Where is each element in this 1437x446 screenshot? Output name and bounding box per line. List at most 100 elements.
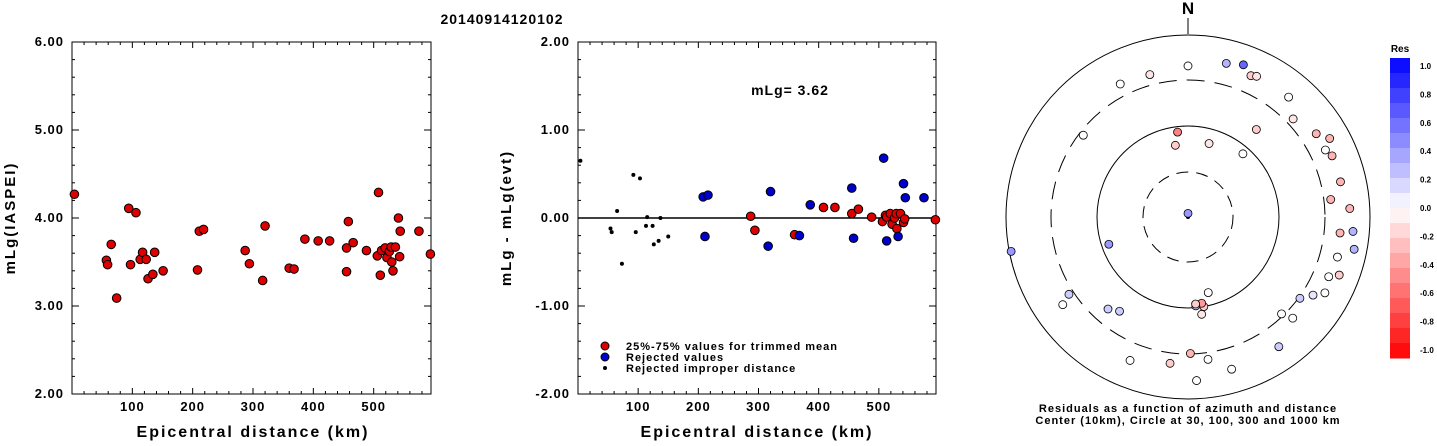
data-point bbox=[289, 264, 299, 274]
data-point bbox=[361, 245, 372, 256]
residual-point bbox=[1325, 134, 1335, 143]
data-point bbox=[141, 254, 152, 265]
data-point bbox=[111, 293, 122, 303]
colorbar-title: Res bbox=[1391, 44, 1410, 55]
colorbar-cell bbox=[1390, 133, 1410, 149]
y-tick-label: 1.00 bbox=[541, 122, 570, 137]
colorbar-cell bbox=[1390, 253, 1410, 269]
improper-point bbox=[666, 234, 671, 239]
residual-point bbox=[1183, 61, 1193, 71]
accepted-point bbox=[930, 214, 941, 225]
colorbar-cell bbox=[1390, 343, 1410, 359]
x-tick-label: 500 bbox=[866, 399, 891, 414]
residual-point bbox=[1058, 300, 1068, 310]
rejected-point bbox=[794, 230, 805, 241]
residual-point bbox=[1115, 306, 1124, 316]
residual-point bbox=[1078, 130, 1088, 140]
improper-point bbox=[619, 261, 624, 266]
accepted-point bbox=[846, 208, 857, 219]
improper-point bbox=[631, 172, 636, 177]
residual-point bbox=[1006, 246, 1016, 256]
data-point bbox=[125, 259, 136, 270]
colorbar-cell bbox=[1390, 163, 1410, 179]
residual-point bbox=[1284, 92, 1294, 102]
data-point bbox=[375, 270, 386, 281]
residual-point bbox=[1115, 79, 1125, 89]
y-tick-label: -2.00 bbox=[535, 386, 570, 401]
residual-point bbox=[1145, 70, 1155, 80]
rejected-point bbox=[898, 178, 909, 189]
improper-point bbox=[608, 226, 613, 231]
left-ylabel: mLg(IASPEI) bbox=[2, 162, 19, 275]
y-tick-label: 0.00 bbox=[541, 210, 570, 225]
data-point bbox=[388, 266, 398, 276]
residual-point bbox=[1238, 149, 1248, 159]
rejected-point bbox=[846, 183, 857, 193]
colorbar-tick-label: 0.8 bbox=[1420, 90, 1432, 99]
colorbar-tick-label: -0.8 bbox=[1420, 318, 1434, 327]
residual-point bbox=[1320, 288, 1330, 298]
data-point bbox=[106, 239, 117, 250]
middle-ylabel: mLg - mLg(evt) bbox=[498, 150, 515, 286]
data-point bbox=[244, 258, 255, 269]
residual-point bbox=[1274, 342, 1284, 352]
legend-marker bbox=[600, 352, 610, 362]
polar-caption-line2: Center (10km), Circle at 30, 100, 300 an… bbox=[1035, 415, 1340, 427]
residual-point bbox=[1197, 309, 1207, 319]
data-point bbox=[414, 226, 424, 236]
accepted-point bbox=[830, 202, 840, 213]
polar-points bbox=[1006, 58, 1359, 385]
legend-label: 25%-75% values for trimmed mean bbox=[626, 341, 838, 353]
polar-plot: N Residuals as a function of azimuth and… bbox=[1005, 0, 1371, 427]
data-point bbox=[240, 245, 250, 256]
residual-point bbox=[1288, 313, 1298, 323]
x-tick-label: 100 bbox=[626, 399, 651, 414]
middle-legend: 25%-75% values for trimmed mean Rejected … bbox=[600, 341, 838, 375]
y-tick-label: 6.00 bbox=[35, 34, 64, 49]
residual-point bbox=[1170, 140, 1180, 150]
residual-point bbox=[1239, 60, 1248, 70]
residual-point bbox=[1321, 145, 1330, 155]
data-point bbox=[394, 251, 405, 262]
data-point bbox=[192, 265, 203, 275]
data-point bbox=[395, 226, 406, 236]
accepted-point bbox=[745, 211, 756, 222]
improper-point bbox=[609, 230, 614, 235]
data-point bbox=[102, 259, 113, 270]
residual-point bbox=[1104, 239, 1114, 249]
x-tick-label: 500 bbox=[361, 399, 386, 414]
x-tick-label: 200 bbox=[686, 399, 711, 414]
residual-point bbox=[1191, 299, 1201, 309]
legend-label: Rejected improper distance bbox=[626, 363, 796, 375]
data-point bbox=[373, 187, 384, 198]
rejected-point bbox=[805, 200, 816, 210]
x-tick-label: 400 bbox=[301, 399, 326, 414]
north-label: N bbox=[1182, 0, 1194, 18]
x-tick-label: 200 bbox=[180, 399, 205, 414]
data-point bbox=[300, 234, 310, 244]
middle-plot: 100 200 300 400 500 -2.00 -1.00 0.00 1.00 2.00 mL… bbox=[498, 34, 941, 441]
improper-point bbox=[643, 223, 648, 228]
ring-1000km bbox=[1005, 34, 1371, 400]
rejected-point bbox=[900, 192, 911, 203]
data-point bbox=[390, 242, 401, 252]
ring-300km bbox=[1050, 79, 1326, 355]
residual-point bbox=[1125, 356, 1135, 365]
left-plot-frame bbox=[71, 41, 432, 395]
colorbar-cell bbox=[1390, 73, 1410, 89]
improper-point bbox=[615, 208, 620, 213]
colorbar-ticks: 1.0 0.8 0.6 0.4 0.2 0.0 -0.2 -0.4 -0.6 -0.8 -1.0 bbox=[1420, 62, 1434, 355]
colorbar-tick-label: -0.6 bbox=[1420, 289, 1434, 298]
colorbar-cell bbox=[1390, 118, 1410, 134]
colorbar-cell bbox=[1390, 58, 1410, 74]
accepted-point bbox=[853, 204, 864, 214]
colorbar-cell bbox=[1390, 328, 1410, 344]
data-point bbox=[158, 266, 168, 276]
rejected-point bbox=[848, 233, 859, 244]
data-point bbox=[425, 249, 436, 259]
rejected-point bbox=[763, 241, 773, 251]
data-point bbox=[393, 213, 404, 223]
rejected-point bbox=[703, 190, 713, 200]
x-tick-label: 300 bbox=[241, 399, 266, 414]
colorbar-cell bbox=[1390, 283, 1410, 299]
